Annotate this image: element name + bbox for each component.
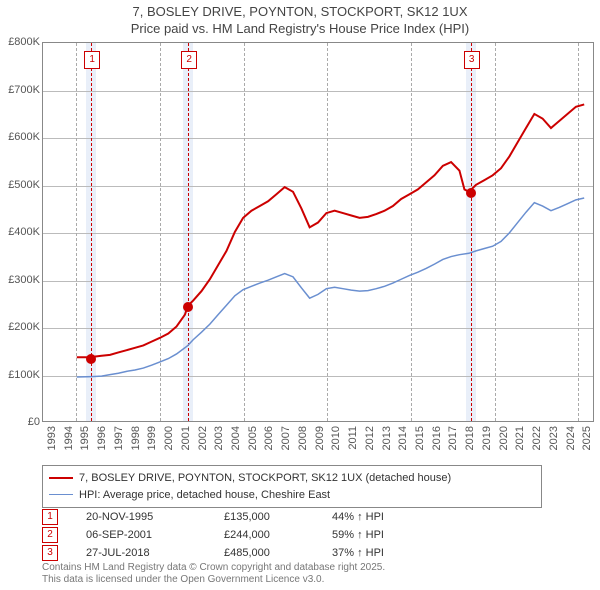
sale-dot <box>466 188 476 198</box>
x-tick-label: 2003 <box>213 426 225 456</box>
sales-row-key: 1 <box>42 509 58 525</box>
sales-row-pct: 59% ↑ HPI <box>332 529 432 541</box>
x-tick-label: 2000 <box>163 426 175 456</box>
x-tick-label: 2020 <box>498 426 510 456</box>
legend-item-hpi: HPI: Average price, detached house, Ches… <box>49 487 535 504</box>
x-tick-label: 2002 <box>197 426 209 456</box>
sales-row: 3 27-JUL-2018 £485,000 37% ↑ HPI <box>42 544 552 562</box>
sale-dot <box>86 354 96 364</box>
x-tick-label: 2022 <box>531 426 543 456</box>
x-tick-label: 2001 <box>180 426 192 456</box>
series-price_paid <box>77 104 584 357</box>
y-tick-label: £0 <box>0 416 40 428</box>
sales-row-key: 2 <box>42 527 58 543</box>
sales-row-price: £485,000 <box>224 547 304 559</box>
chart-lines <box>43 43 593 421</box>
chart-title-line2: Price paid vs. HM Land Registry's House … <box>0 21 600 38</box>
x-tick-label: 1997 <box>113 426 125 456</box>
x-tick-label: 2013 <box>381 426 393 456</box>
sales-row-date: 06-SEP-2001 <box>86 529 196 541</box>
legend-label: HPI: Average price, detached house, Ches… <box>79 487 330 504</box>
x-tick-label: 2023 <box>548 426 560 456</box>
chart-title-block: 7, BOSLEY DRIVE, POYNTON, STOCKPORT, SK1… <box>0 0 600 38</box>
sales-row-date: 27-JUL-2018 <box>86 547 196 559</box>
legend-item-price-paid: 7, BOSLEY DRIVE, POYNTON, STOCKPORT, SK1… <box>49 470 535 487</box>
x-tick-label: 1994 <box>63 426 75 456</box>
sales-row-pct: 44% ↑ HPI <box>332 511 432 523</box>
chart-title-line1: 7, BOSLEY DRIVE, POYNTON, STOCKPORT, SK1… <box>0 4 600 21</box>
legend-label: 7, BOSLEY DRIVE, POYNTON, STOCKPORT, SK1… <box>79 470 451 487</box>
x-tick-label: 2011 <box>347 426 359 456</box>
x-tick-label: 2014 <box>397 426 409 456</box>
x-tick-label: 2019 <box>481 426 493 456</box>
y-tick-label: £200K <box>0 321 40 333</box>
house-price-chart: { "title": { "line1": "7, BOSLEY DRIVE, … <box>0 0 600 590</box>
x-tick-label: 2006 <box>263 426 275 456</box>
x-tick-label: 2004 <box>230 426 242 456</box>
x-tick-label: 1995 <box>79 426 91 456</box>
sales-table: 1 20-NOV-1995 £135,000 44% ↑ HPI 2 06-SEP-200… <box>42 508 552 562</box>
x-tick-label: 2010 <box>330 426 342 456</box>
x-tick-label: 2018 <box>464 426 476 456</box>
y-tick-label: £400K <box>0 226 40 238</box>
series-hpi <box>77 198 584 377</box>
footer-line2: This data is licensed under the Open Gov… <box>42 574 582 586</box>
x-tick-label: 2025 <box>581 426 593 456</box>
x-tick-label: 1996 <box>96 426 108 456</box>
y-tick-label: £600K <box>0 131 40 143</box>
y-tick-label: £800K <box>0 36 40 48</box>
sales-row: 2 06-SEP-2001 £244,000 59% ↑ HPI <box>42 526 552 544</box>
y-tick-label: £500K <box>0 179 40 191</box>
y-tick-label: £300K <box>0 274 40 286</box>
sales-row-pct: 37% ↑ HPI <box>332 547 432 559</box>
sales-row-date: 20-NOV-1995 <box>86 511 196 523</box>
x-tick-label: 2016 <box>431 426 443 456</box>
sales-row-price: £244,000 <box>224 529 304 541</box>
legend-swatch <box>49 477 73 479</box>
sales-row-price: £135,000 <box>224 511 304 523</box>
x-tick-label: 2021 <box>514 426 526 456</box>
sale-marker: 1 <box>84 51 100 69</box>
legend: 7, BOSLEY DRIVE, POYNTON, STOCKPORT, SK1… <box>42 465 542 508</box>
x-tick-label: 2012 <box>364 426 376 456</box>
sale-marker: 2 <box>181 51 197 69</box>
x-tick-label: 2017 <box>447 426 459 456</box>
sale-dot <box>183 302 193 312</box>
x-tick-label: 2005 <box>247 426 259 456</box>
x-tick-label: 2009 <box>314 426 326 456</box>
x-tick-label: 2007 <box>280 426 292 456</box>
x-tick-label: 2015 <box>414 426 426 456</box>
footer-attribution: Contains HM Land Registry data © Crown c… <box>42 562 582 586</box>
sales-row: 1 20-NOV-1995 £135,000 44% ↑ HPI <box>42 508 552 526</box>
x-tick-label: 1993 <box>46 426 58 456</box>
x-tick-label: 2008 <box>297 426 309 456</box>
y-tick-label: £700K <box>0 84 40 96</box>
x-tick-label: 1998 <box>130 426 142 456</box>
legend-swatch <box>49 494 73 495</box>
sales-row-key: 3 <box>42 545 58 561</box>
x-tick-label: 2024 <box>565 426 577 456</box>
x-tick-label: 1999 <box>146 426 158 456</box>
sale-marker: 3 <box>464 51 480 69</box>
footer-line1: Contains HM Land Registry data © Crown c… <box>42 562 582 574</box>
y-tick-label: £100K <box>0 369 40 381</box>
plot-area: 1 2 3 <box>42 42 594 422</box>
